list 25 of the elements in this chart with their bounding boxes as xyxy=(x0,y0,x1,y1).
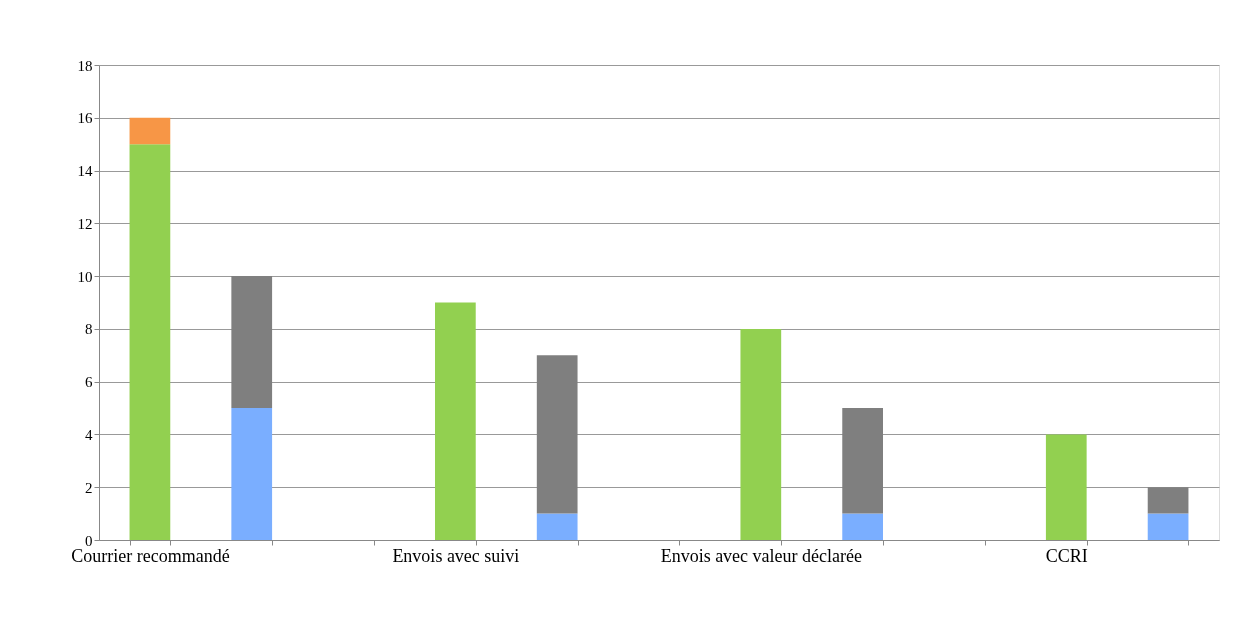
y-tick-label: 6 xyxy=(85,374,93,391)
bar xyxy=(231,408,273,540)
y-tick-label: 2 xyxy=(85,479,93,496)
bar xyxy=(1045,434,1087,540)
bar xyxy=(1147,513,1189,540)
y-tick-label: 10 xyxy=(77,268,93,285)
bar xyxy=(842,408,883,514)
y-tick-label: 14 xyxy=(77,163,93,180)
bar xyxy=(1147,487,1189,514)
bar xyxy=(842,513,883,540)
bar xyxy=(536,513,578,540)
y-tick-label: 16 xyxy=(77,110,93,127)
bar xyxy=(231,276,273,409)
y-tick-label: 18 xyxy=(77,57,93,74)
bar xyxy=(129,117,171,145)
bar xyxy=(740,328,782,540)
x-tick-label: CCRI xyxy=(1045,545,1088,566)
y-tick-label: 8 xyxy=(85,321,93,338)
bar xyxy=(435,302,476,540)
y-tick-label: 4 xyxy=(85,426,93,443)
bar xyxy=(536,355,578,514)
y-tick-label: 12 xyxy=(77,215,93,232)
x-tick-label: Envois avec valeur déclarée xyxy=(660,545,863,566)
bar xyxy=(129,144,171,540)
x-tick-label: Envois avec suivi xyxy=(392,545,520,566)
